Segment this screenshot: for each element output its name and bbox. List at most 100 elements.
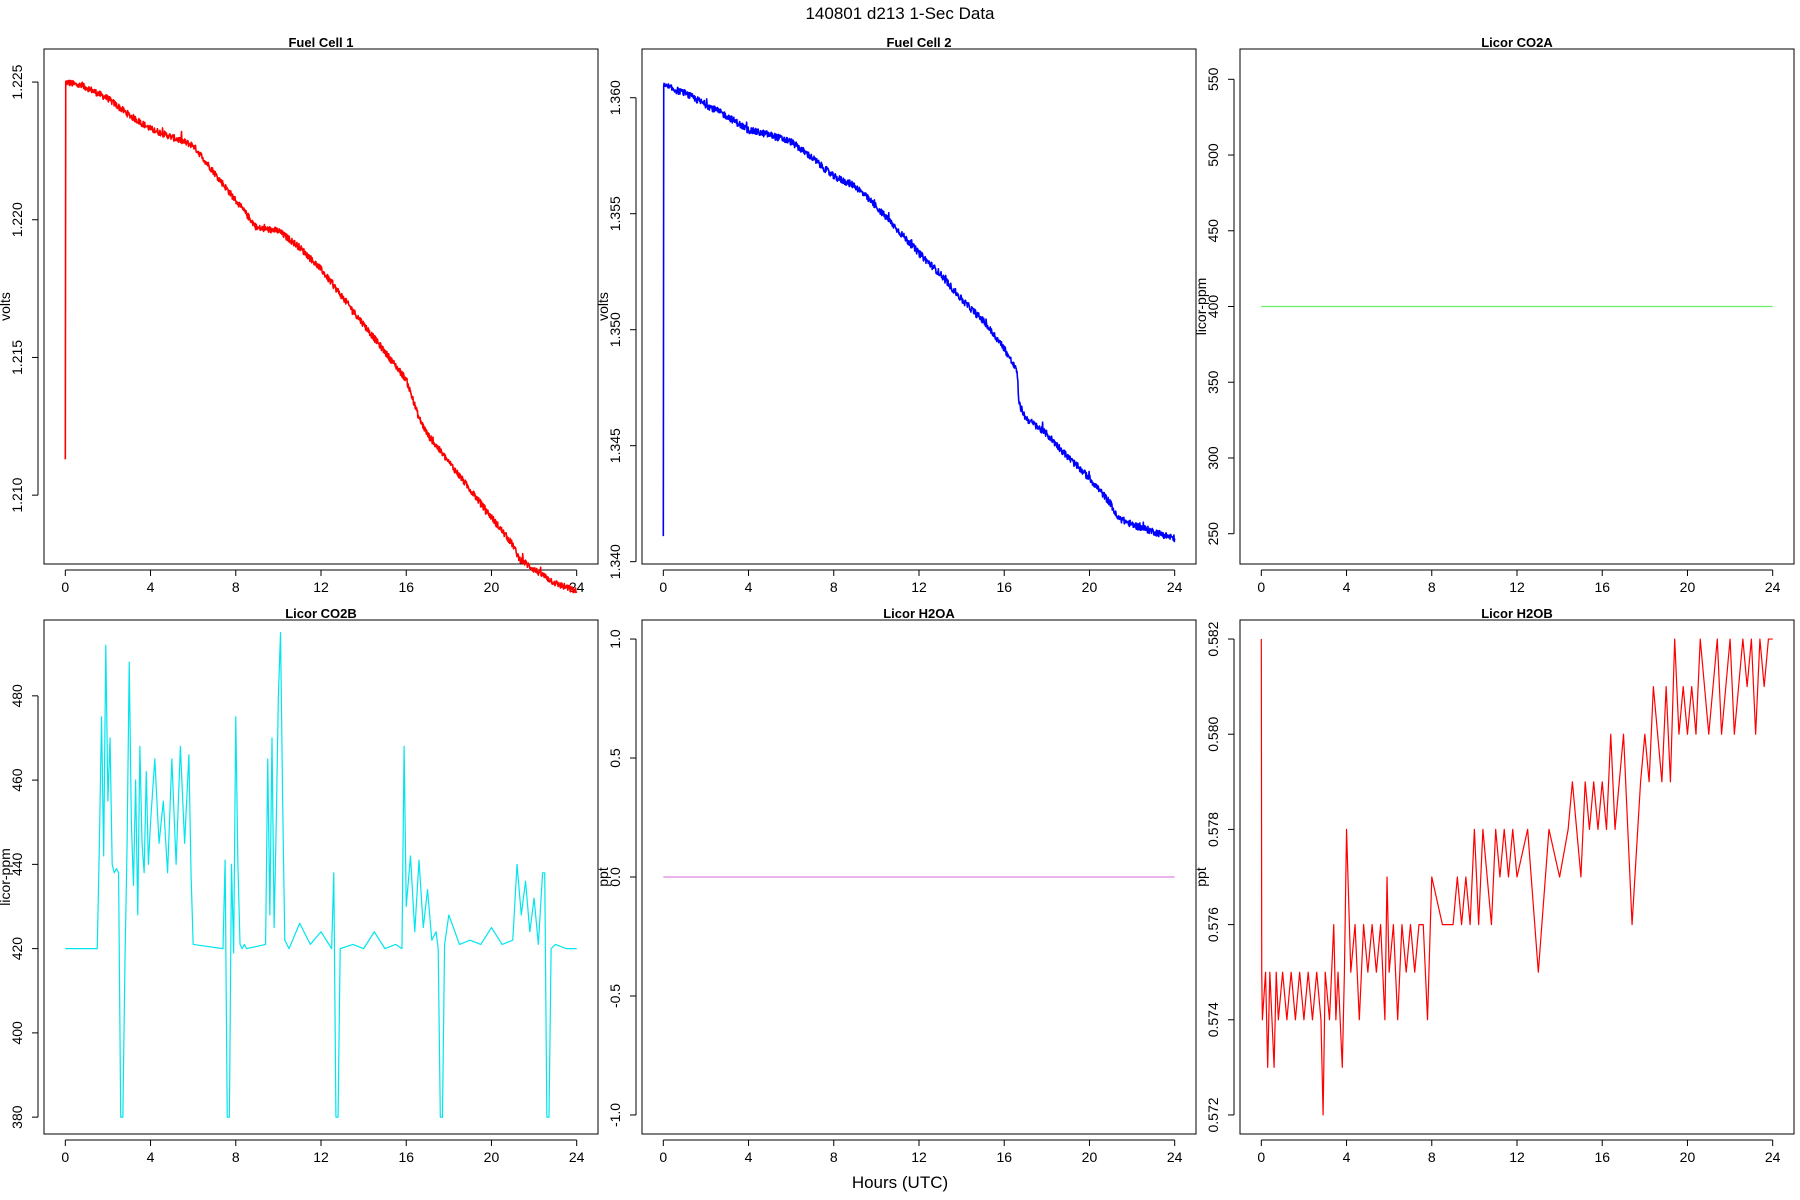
panel-4-x-tick-label: 8 (232, 1149, 240, 1165)
panel-5-y-tick-label: 0.5 (607, 748, 623, 768)
panel-4-x-tick-label: 0 (61, 1149, 69, 1165)
panel-5-y-tick-label: 0.0 (607, 867, 623, 887)
panel-3-x-tick-label: 8 (1428, 579, 1436, 595)
panel-6-title: Licor H2OB (1481, 606, 1553, 621)
panel-2-series-line (662, 82, 1176, 543)
panel-5-x-tick-label: 4 (745, 1149, 753, 1165)
panel-6-x-tick-label: 12 (1509, 1149, 1525, 1165)
panel-1-frame (43, 48, 599, 565)
panel-3-x-tick-label: 24 (1765, 579, 1781, 595)
panel-6-y-tick-label: 0.580 (1205, 716, 1221, 751)
panel-3-y-tick-label: 400 (1205, 295, 1221, 319)
panel-2-x-tick-label: 20 (1082, 579, 1098, 595)
panel-1-x-tick-label: 12 (313, 579, 329, 595)
panel-3-y-tick-label: 450 (1205, 219, 1221, 243)
panel-5-x-tick-label: 8 (830, 1149, 838, 1165)
panel-2-frame (641, 48, 1197, 565)
panel-2-y-tick-label: 1.355 (607, 196, 623, 231)
panel-6-x-tick-label: 4 (1343, 1149, 1351, 1165)
panel-1-title: Fuel Cell 1 (288, 35, 353, 50)
panel-6-x-tick-label: 24 (1765, 1149, 1781, 1165)
panel-4-x-tick-label: 4 (147, 1149, 155, 1165)
panel-6-x-tick-label: 16 (1594, 1149, 1610, 1165)
panel-2-y-tick-label: 1.350 (607, 312, 623, 347)
panel-4-y-tick-label: 400 (9, 1021, 25, 1045)
panel-4-y-tick-label: 420 (9, 937, 25, 961)
figure-title: 140801 d213 1-Sec Data (805, 4, 995, 23)
panel-3-y-axis-title: licor-ppm (1193, 278, 1209, 336)
panel-4-x-tick-label: 12 (313, 1149, 329, 1165)
panel-6-y-tick-label: 0.578 (1205, 812, 1221, 847)
panel-6-y-tick-label: 0.574 (1205, 1002, 1221, 1037)
panel-3-y-tick-label: 500 (1205, 143, 1221, 167)
panel-5-y-tick-label: -1.0 (607, 1103, 623, 1127)
panel-5-title: Licor H2OA (883, 606, 955, 621)
panel-5-x-tick-label: 24 (1167, 1149, 1183, 1165)
panel-1-y-tick-label: 1.225 (9, 64, 25, 99)
panel-2-y-axis-title: volts (595, 292, 611, 321)
panel-3-x-tick-label: 16 (1594, 579, 1610, 595)
panel-6-frame (1239, 619, 1795, 1135)
panel-4-y-tick-label: 460 (9, 768, 25, 792)
panel-5-frame (641, 619, 1197, 1135)
panel-6-y-axis-title: ppt (1193, 867, 1209, 887)
panel-2-y-tick-label: 1.360 (607, 80, 623, 115)
panel-2-y-tick-label: 1.340 (607, 544, 623, 579)
panel-2-x-tick-label: 24 (1167, 579, 1183, 595)
panel-1-x-tick-label: 4 (147, 579, 155, 595)
panel-5-x-tick-label: 16 (996, 1149, 1012, 1165)
panel-1: Fuel Cell 10 4 8 12 16 20 241.2101.2151.2201.2… (0, 35, 599, 595)
panel-3-x-tick-label: 20 (1680, 579, 1696, 595)
panel-4-y-tick-label: 380 (9, 1105, 25, 1129)
panel-1-series-line (64, 79, 578, 594)
panel-2-x-tick-label: 0 (659, 579, 667, 595)
panel-3-x-tick-label: 0 (1257, 579, 1265, 595)
panel-5-x-tick-label: 12 (911, 1149, 927, 1165)
panel-3-frame (1239, 48, 1795, 565)
panel-5-y-tick-label: 1.0 (607, 629, 623, 649)
panel-2-x-tick-label: 16 (996, 579, 1012, 595)
panel-1-y-axis-title: volts (0, 292, 13, 321)
panel-6: Licor H2OB 0 4 8 12 16 20 24 0.572 0.574 0.576 0.57… (1193, 606, 1795, 1165)
panel-4-y-axis-title: licor-ppm (0, 848, 13, 906)
panel-5-y-tick-label: -0.5 (607, 984, 623, 1008)
panel-1-y-tick-label: 1.220 (9, 202, 25, 237)
panel-6-y-tick-label: 0.582 (1205, 621, 1221, 656)
panel-3-title: Licor CO2A (1481, 35, 1553, 50)
panel-6-x-tick-label: 20 (1680, 1149, 1696, 1165)
panel-6-x-tick-label: 8 (1428, 1149, 1436, 1165)
panel-4-x-tick-label: 20 (484, 1149, 500, 1165)
panel-2-y-tick-label: 1.345 (607, 428, 623, 463)
panel-1-x-tick-label: 16 (398, 579, 414, 595)
panel-5: Licor H2OA 0 4 8 12 16 20 24 -1.0 -0.5 0.0 0.5 1.0 pp… (595, 606, 1197, 1165)
panel-3-x-tick-label: 4 (1343, 579, 1351, 595)
panel-2-x-tick-label: 8 (830, 579, 838, 595)
panel-3: Licor CO2A 0 4 8 12 16 20 24 250 300 350 400 450 500 5… (1193, 35, 1795, 595)
panel-1-y-tick-label: 1.215 (9, 340, 25, 375)
panel-3-y-tick-label: 550 (1205, 67, 1221, 91)
panel-3-y-tick-label: 350 (1205, 370, 1221, 394)
panel-4-title: Licor CO2B (285, 606, 357, 621)
panel-2-title: Fuel Cell 2 (886, 35, 951, 50)
panels-container: Fuel Cell 1 0 4 8 12 16 20 24 1.210 1.215 1.220 1.2… (0, 35, 1795, 1165)
panel-6-y-tick-label: 0.572 (1205, 1097, 1221, 1132)
panel-1-x-tick-label: 20 (484, 579, 500, 595)
panel-2-x-tick-label: 4 (745, 579, 753, 595)
panel-6-series-line (1260, 638, 1773, 1116)
panel-6-y-tick-label: 0.576 (1205, 907, 1221, 942)
panel-5-y-axis-title: ppt (595, 867, 611, 887)
panel-2: Fuel Cell 2 0 4 8 12 16 20 24 1.340 1.345 1.350 1.3… (595, 35, 1197, 595)
panel-6-x-tick-label: 0 (1257, 1149, 1265, 1165)
panel-2-x-tick-label: 12 (911, 579, 927, 595)
panel-5-x-tick-label: 20 (1082, 1149, 1098, 1165)
x-axis-title: Hours (UTC) (852, 1173, 948, 1192)
panel-4-frame (43, 619, 599, 1135)
panel-1-y-tick-label: 1.210 (9, 477, 25, 512)
panel-3-y-tick-label: 250 (1205, 522, 1221, 546)
panel-3-y-tick-label: 300 (1205, 446, 1221, 470)
panel-5-x-tick-label: 0 (659, 1149, 667, 1165)
panel-4-y-tick-label: 480 (9, 684, 25, 708)
panel-4: Licor CO2B 0 4 8 12 16 20 24 380 400 420 440 460 480 l… (0, 606, 599, 1165)
panel-4-x-tick-label: 16 (398, 1149, 414, 1165)
